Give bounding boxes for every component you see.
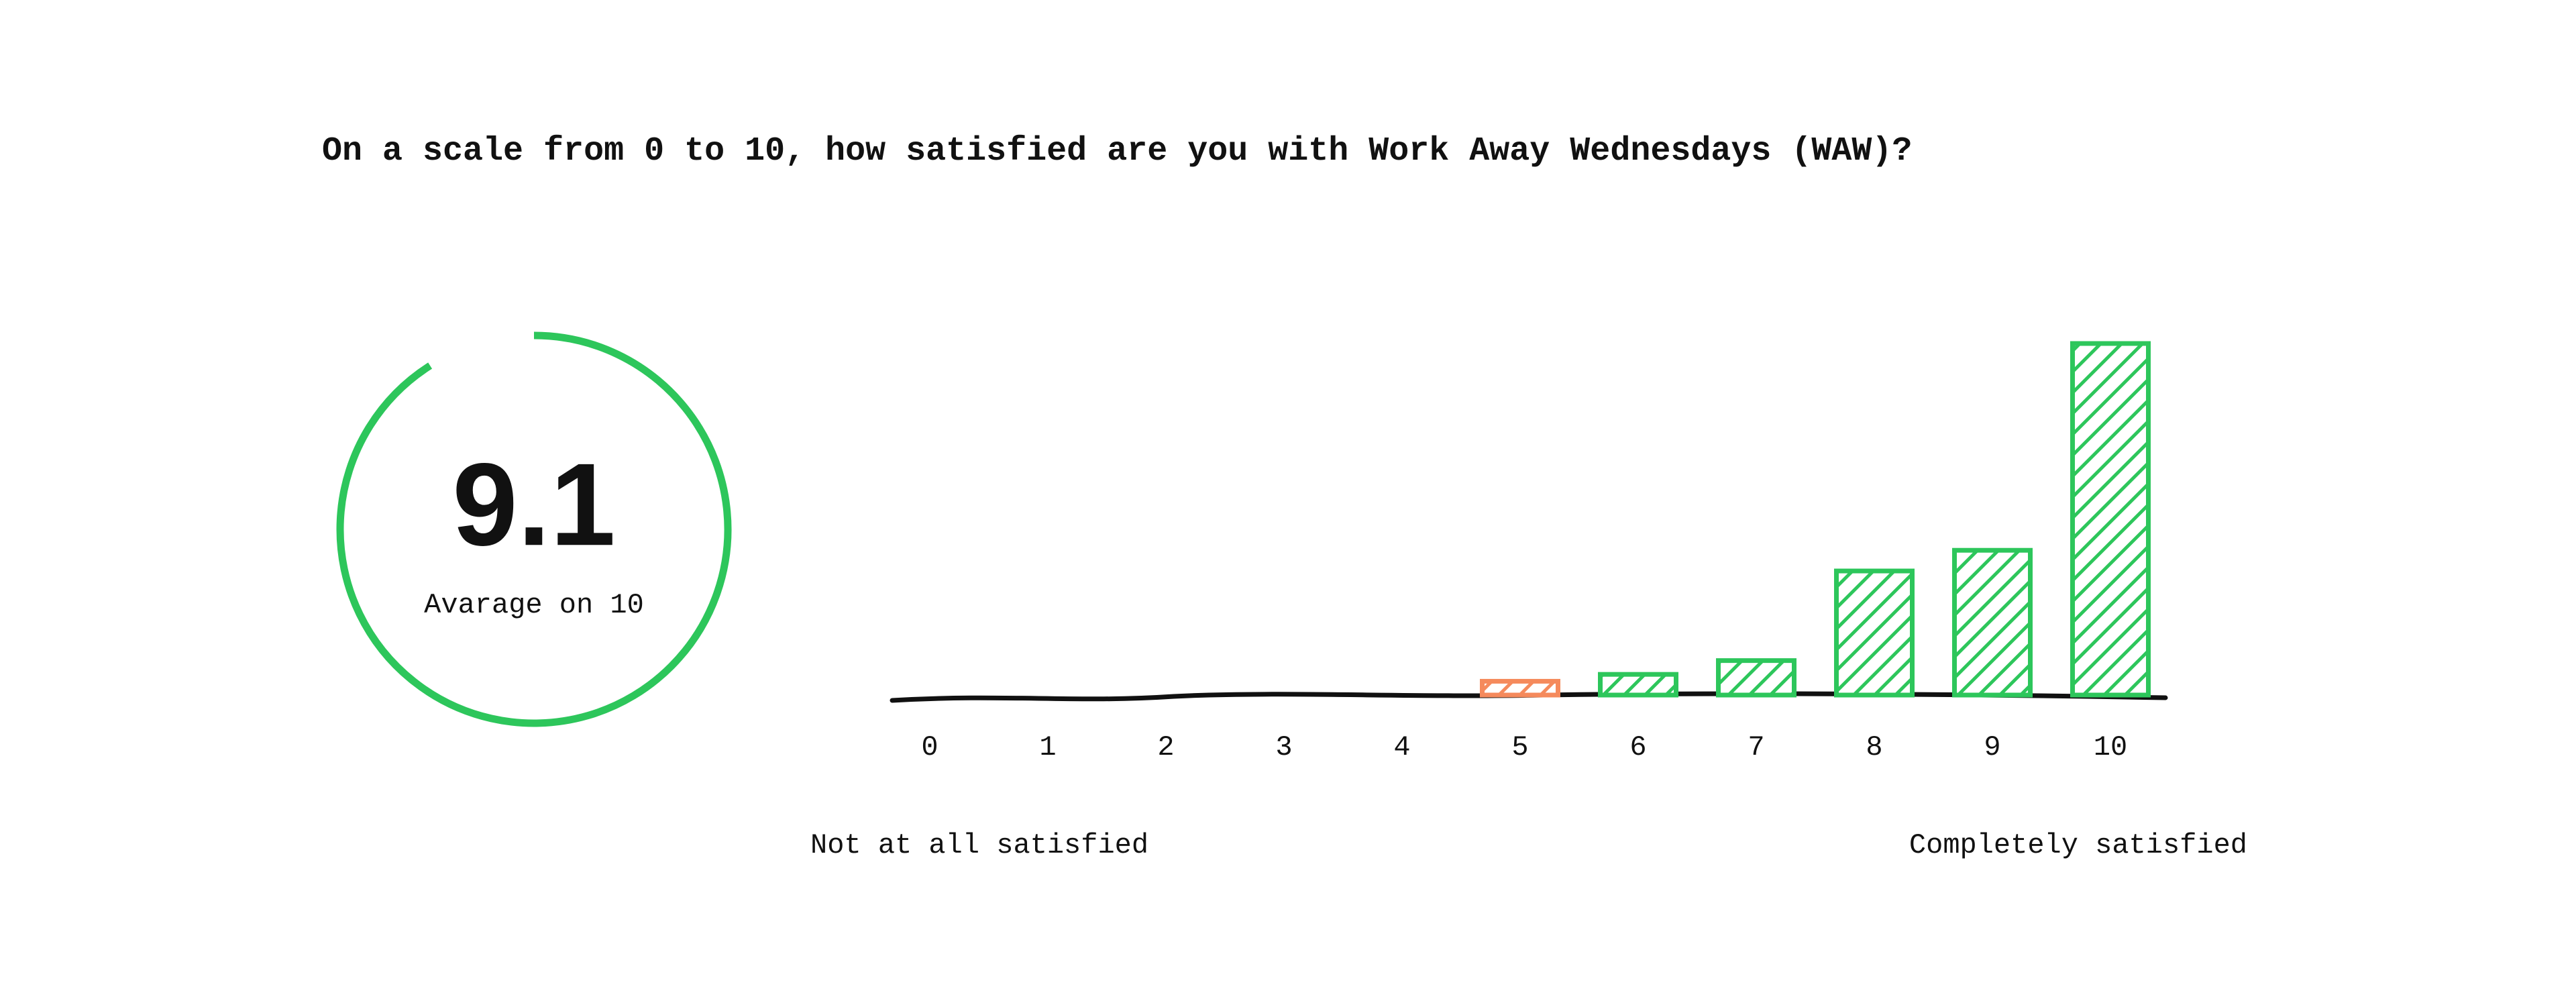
x-tick-label: 9 [1984,731,2000,763]
gauge-arc [336,331,732,727]
x-tick-label: 4 [1393,731,1410,763]
x-tick-label: 6 [1629,731,1646,763]
bar [1834,568,1915,698]
x-tick-label: 1 [1039,731,1056,763]
bar [1598,672,1678,698]
low-label: Not at all satisfied [810,829,1148,861]
x-tick-label: 2 [1157,731,1174,763]
bar [1480,678,1560,698]
x-tick-label: 0 [921,731,938,763]
bar [1716,658,1796,698]
x-tick-label: 7 [1748,731,1764,763]
x-tick-label: 8 [1866,731,1882,763]
bar [2070,341,2151,698]
gauge-value: 9.1 [452,439,615,570]
chart-title: On a scale from 0 to 10, how satisfied a… [322,132,1912,170]
high-label: Completely satisfied [1909,829,2247,861]
x-tick-label: 5 [1511,731,1528,763]
x-tick-label: 3 [1275,731,1292,763]
bar [1952,547,2033,698]
x-tick-label: 10 [2094,731,2127,763]
gauge-label: Avarage on 10 [424,589,644,621]
